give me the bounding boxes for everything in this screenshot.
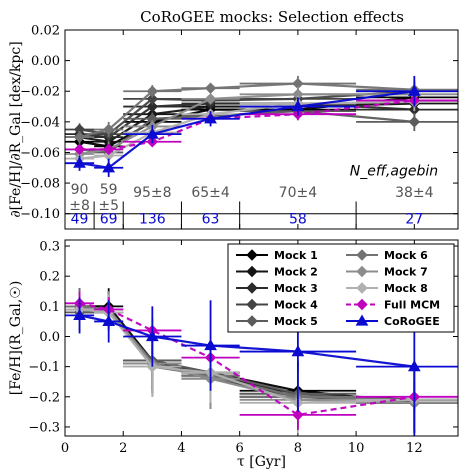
y-tick-label: −0.08 [20, 177, 60, 192]
legend-entry: Full MCM [384, 299, 440, 312]
data-point [73, 308, 86, 321]
data-point [73, 143, 86, 156]
y-tick-label: −0.02 [20, 85, 60, 100]
legend-entry: Mock 8 [384, 282, 428, 295]
axes-frame [64, 239, 459, 437]
legend-entry: Mock 1 [274, 249, 318, 262]
series-line [79, 82, 415, 139]
data-point [204, 112, 217, 124]
neff-blue-count: 63 [202, 212, 220, 228]
data-point [102, 161, 116, 173]
y-tick-label: −0.2 [28, 390, 60, 405]
y-tick-label: 0.02 [31, 24, 60, 39]
legend-entry: Mock 4 [274, 299, 318, 312]
data-point [204, 339, 217, 351]
data-point [73, 156, 86, 168]
data-point [102, 314, 116, 327]
top-panel: 0.02 0.00 −0.02 −0.04 −0.06 −0.08 −0.10∂[Fe/H]… [8, 24, 459, 230]
data-point [408, 116, 421, 128]
legend-marker [356, 298, 368, 311]
legend-marker [356, 282, 368, 294]
x-axis-label: τ [Gyr] [237, 454, 286, 470]
data-point [73, 131, 86, 143]
y-tick-label: −0.10 [20, 207, 60, 222]
neff-blue-count: 27 [405, 212, 423, 228]
x-tick-label: 4 [177, 441, 185, 456]
neff-gray-error: ±5 [98, 198, 119, 214]
data-point [407, 84, 421, 96]
data-point [204, 82, 217, 94]
data-point [145, 329, 159, 342]
data-point [145, 127, 159, 139]
data-point [292, 409, 304, 421]
neff-gray-error: ±8 [69, 198, 90, 214]
data-point [407, 360, 421, 372]
x-tick-label: 2 [119, 441, 127, 456]
legend-marker [355, 314, 369, 326]
neff-blue-count: 136 [139, 212, 166, 228]
x-tick-label: 0 [61, 441, 69, 456]
legend-entry: Mock 7 [384, 266, 428, 279]
y-tick-label: 0.0 [39, 330, 60, 345]
y-tick-label: −0.1 [28, 360, 60, 375]
legend: Mock 1 Mock 2 Mock 3 Mock 4 Mock 5 Mock 6 Mock… [227, 243, 455, 333]
neff-gray-count: 90 [71, 182, 89, 198]
series-line [79, 314, 415, 368]
y-tick-label: 0.2 [39, 270, 60, 285]
neff-blue-count: 69 [100, 212, 118, 228]
series-group [65, 75, 458, 177]
y-tick-label: 0.1 [39, 300, 60, 315]
legend-marker [246, 265, 258, 278]
y-axis-label: ∂[Fe/H]/∂R_Gal [dex/kpc] [8, 41, 24, 217]
legend-entry: Mock 5 [274, 315, 318, 328]
y-axis-label: [Fe/H](R_Gal,☉) [8, 281, 24, 396]
axes-frame [64, 29, 459, 230]
series-corogee [65, 75, 458, 177]
legend-entry: Mock 3 [274, 282, 318, 295]
series-line [79, 302, 415, 417]
data-point [204, 93, 217, 105]
data-point [291, 100, 305, 112]
neff-gray-count: 95±8 [133, 185, 171, 201]
data-point [102, 143, 115, 156]
legend-marker [246, 298, 258, 311]
figure-title: CoRoGEE mocks: Selection effects [140, 8, 404, 26]
neff-gray-count: 38±4 [395, 185, 434, 201]
neff-label: N_eff,agebin [350, 163, 438, 179]
legend-entry: Mock 6 [384, 249, 428, 262]
neff-blue-count: 58 [289, 212, 307, 228]
x-tick-label: 12 [406, 441, 423, 456]
data-point [291, 345, 305, 357]
legend-entry: Mock 2 [274, 266, 318, 279]
y-tick-label: −0.06 [20, 146, 60, 161]
y-tick-label: −0.3 [28, 420, 60, 435]
x-tick-label: 8 [294, 441, 302, 456]
neff-gray-count: 65±4 [191, 185, 230, 201]
x-tick-label: 6 [236, 441, 244, 456]
neff-blue-count: 49 [71, 212, 89, 228]
data-point [146, 93, 159, 105]
series-group [65, 288, 458, 436]
neff-gray-count: 59 [100, 182, 118, 198]
y-tick-label: −0.04 [20, 115, 60, 130]
legend-marker [246, 249, 258, 261]
legend-marker [246, 282, 258, 294]
series-corogee [65, 291, 458, 436]
x-tick-label: 10 [348, 441, 365, 456]
legend-marker [356, 265, 368, 278]
legend-marker [246, 315, 258, 327]
data-point [146, 85, 159, 97]
y-tick-label: 0.3 [39, 240, 60, 255]
legend-marker [356, 249, 368, 261]
data-point [102, 123, 115, 136]
bottom-panel: 0.3 0.2 0.1 0.0 −0.1 −0.2 −0.30 2 4 6 8 10 12 τ [Gyr]… [8, 239, 459, 470]
y-tick-label: 0.00 [31, 54, 60, 69]
data-point [146, 100, 159, 113]
legend-entry: CoRoGEE [384, 315, 440, 328]
neff-gray-count: 70±4 [279, 185, 318, 201]
